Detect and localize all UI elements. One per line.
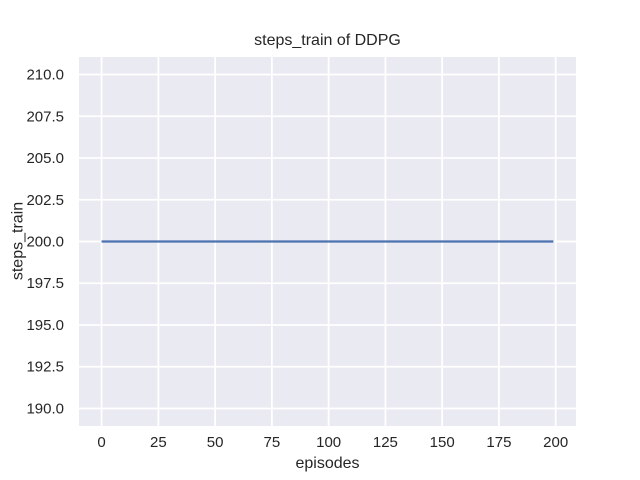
x-tick-label: 125 [373, 434, 398, 451]
y-tick-label: 202.5 [26, 192, 64, 209]
y-tick-label: 207.5 [26, 108, 64, 125]
x-tick-label: 100 [316, 434, 341, 451]
y-tick-label: 205.0 [26, 150, 64, 167]
y-tick-label: 192.5 [26, 359, 64, 376]
y-tick-label: 190.0 [26, 400, 64, 417]
chart-title: steps_train of DDPG [254, 32, 401, 49]
y-axis-label: steps_train [9, 201, 27, 281]
y-tick-label: 210.0 [26, 67, 64, 84]
x-tick-label: 0 [97, 434, 105, 451]
y-tick-label: 197.5 [26, 275, 64, 292]
x-axis-label: episodes [295, 455, 360, 472]
x-tick-label: 200 [543, 434, 568, 451]
x-tick-label: 50 [207, 434, 224, 451]
x-tick-label: 75 [264, 434, 281, 451]
x-tick-label: 25 [150, 434, 167, 451]
y-tick-label: 200.0 [26, 234, 64, 251]
y-tick-label: 195.0 [26, 317, 64, 334]
x-tick-label: 150 [430, 434, 455, 451]
x-tick-label: 175 [486, 434, 511, 451]
